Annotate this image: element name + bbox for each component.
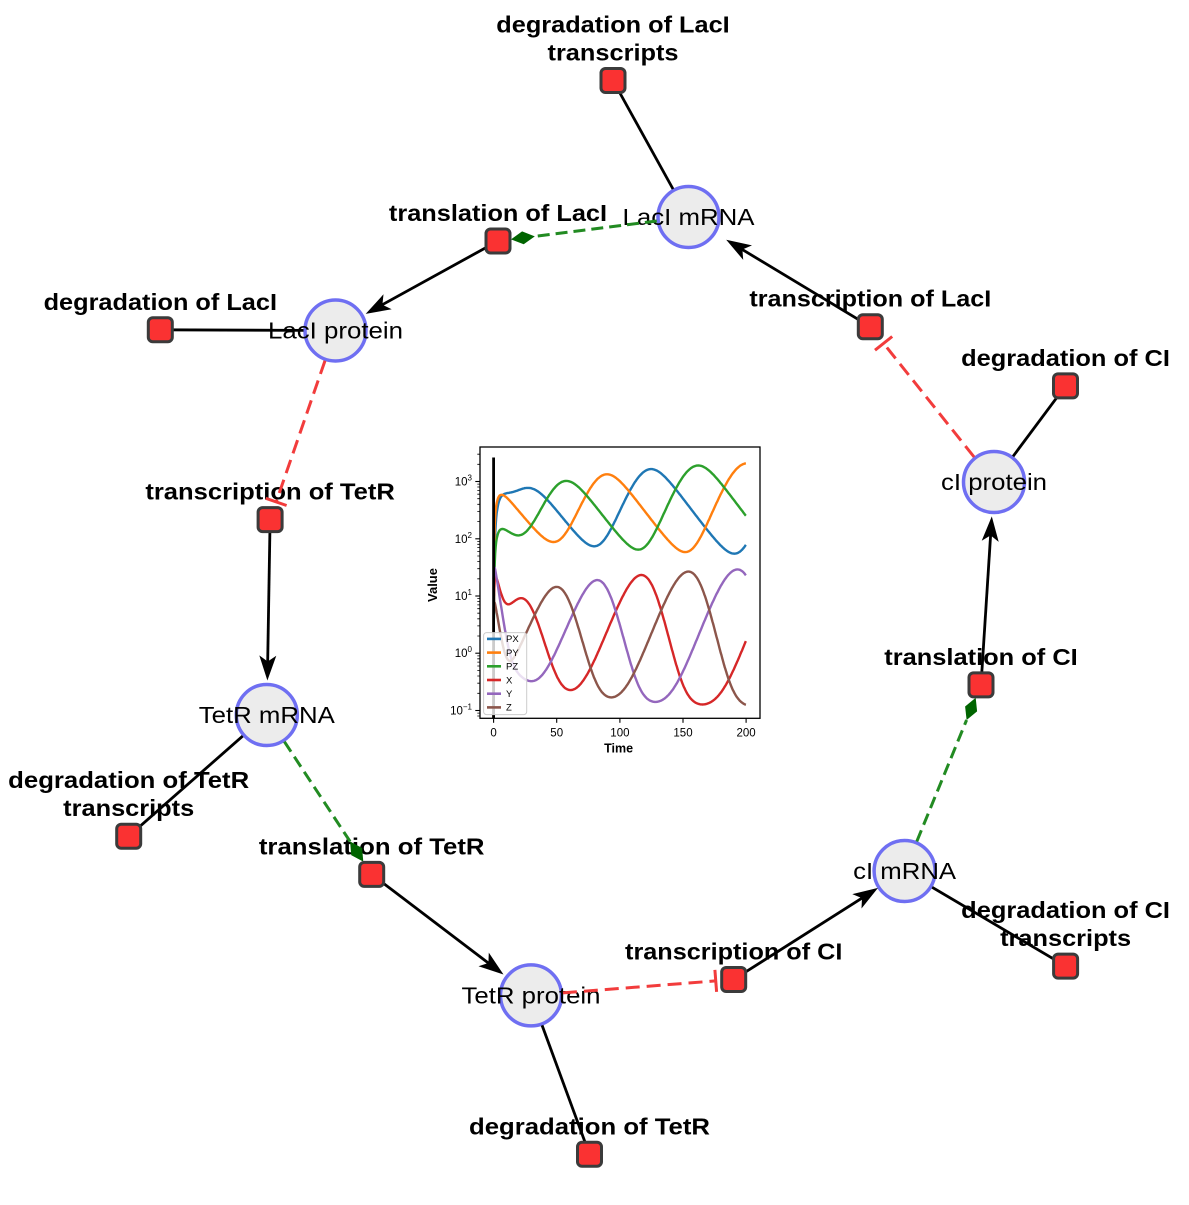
svg-text:200: 200 [737, 727, 756, 739]
svg-text:transcripts: transcripts [548, 40, 679, 66]
svg-text:150: 150 [673, 727, 692, 739]
svg-text:Time: Time [604, 742, 633, 756]
svg-text:degradation of TetR: degradation of TetR [8, 767, 249, 793]
svg-text:transcripts: transcripts [63, 795, 194, 821]
svg-text:degradation of CI: degradation of CI [961, 345, 1170, 371]
svg-text:degradation of CI: degradation of CI [961, 897, 1170, 923]
svg-text:0: 0 [490, 727, 496, 739]
svg-text:50: 50 [550, 727, 563, 739]
svg-text:cI protein: cI protein [941, 469, 1047, 495]
svg-text:degradation of LacI: degradation of LacI [496, 12, 729, 38]
svg-text:Value: Value [425, 568, 440, 602]
svg-text:translation of TetR: translation of TetR [259, 833, 485, 859]
svg-text:LacI mRNA: LacI mRNA [623, 204, 756, 230]
svg-text:TetR protein: TetR protein [462, 982, 601, 1008]
svg-text:PZ: PZ [506, 662, 518, 673]
svg-text:translation of LacI: translation of LacI [389, 200, 607, 226]
svg-text:degradation of TetR: degradation of TetR [469, 1113, 710, 1139]
svg-text:transcription of LacI: transcription of LacI [749, 286, 991, 312]
svg-text:degradation of LacI: degradation of LacI [44, 289, 277, 315]
svg-text:PY: PY [506, 648, 519, 659]
svg-text:100: 100 [610, 727, 629, 739]
svg-text:transcripts: transcripts [1000, 925, 1131, 951]
svg-text:TetR mRNA: TetR mRNA [199, 702, 336, 728]
svg-text:PX: PX [506, 634, 519, 645]
svg-text:X: X [506, 675, 513, 686]
svg-text:transcription of CI: transcription of CI [625, 939, 842, 965]
svg-text:Z: Z [506, 703, 512, 714]
svg-text:cI mRNA: cI mRNA [853, 858, 957, 884]
svg-text:Y: Y [506, 689, 513, 700]
